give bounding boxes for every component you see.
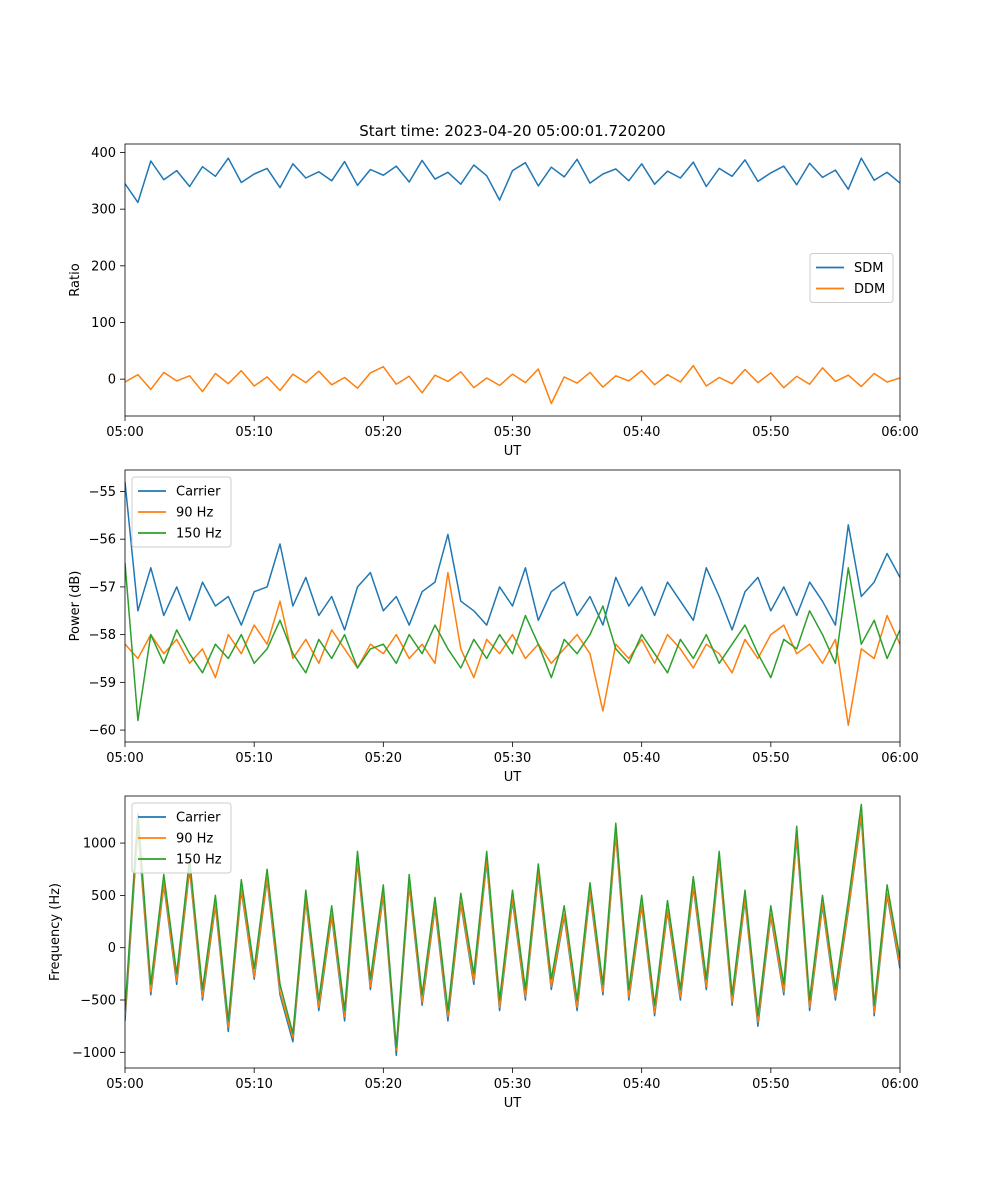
- series-line-carrier: [125, 481, 900, 631]
- x-tick-label: 05:40: [623, 751, 660, 766]
- y-tick-label: −60: [89, 724, 116, 739]
- x-tick-label: 05:10: [235, 1077, 272, 1092]
- x-tick-label: 05:50: [752, 1077, 789, 1092]
- y-tick-label: 0: [108, 941, 116, 956]
- legend-label: 90 Hz: [176, 506, 213, 521]
- x-tick-label: 05:20: [365, 1077, 402, 1092]
- x-tick-label: 06:00: [881, 751, 918, 766]
- y-tick-label: 500: [91, 889, 116, 904]
- x-tick-label: 05:00: [106, 1077, 143, 1092]
- legend-label: DDM: [854, 282, 885, 297]
- y-tick-label: −1000: [72, 1046, 116, 1061]
- y-axis-label: Power (dB): [68, 571, 83, 642]
- legend-label: 150 Hz: [176, 527, 222, 542]
- x-axis-label: UT: [504, 770, 522, 785]
- legend-label: 150 Hz: [176, 853, 222, 868]
- x-tick-label: 05:30: [494, 1077, 531, 1092]
- legend: Carrier 90 Hz 150 Hz: [131, 802, 232, 874]
- legend-box: [809, 253, 894, 303]
- x-tick-label: 05:10: [235, 751, 272, 766]
- series-line-90-hz: [125, 814, 900, 1051]
- x-tick-label: 05:40: [623, 425, 660, 440]
- x-tick-label: 05:30: [494, 751, 531, 766]
- y-tick-label: 1000: [83, 837, 116, 852]
- legend: Carrier 90 Hz 150 Hz: [131, 476, 232, 548]
- x-tick-label: 05:00: [106, 425, 143, 440]
- legend-label: Carrier: [176, 811, 221, 826]
- legend-box: [131, 476, 232, 548]
- legend-label: SDM: [854, 261, 883, 276]
- series-line-ddm: [125, 364, 900, 405]
- x-tick-label: 05:40: [623, 1077, 660, 1092]
- legend: SDM DDM: [809, 253, 894, 303]
- y-tick-label: −58: [89, 628, 116, 643]
- legend-label: 90 Hz: [176, 832, 213, 847]
- x-axis-label: UT: [504, 444, 522, 459]
- y-tick-label: 0: [108, 373, 116, 388]
- legend-box: [131, 802, 232, 874]
- x-tick-label: 06:00: [881, 1077, 918, 1092]
- legend-label: Carrier: [176, 485, 221, 500]
- frequency-panel: 05:00 05:10 05:20 05:30 05:40 05:50 06:00 1000 5…: [48, 795, 919, 1111]
- x-tick-label: 05:10: [235, 425, 272, 440]
- x-tick-label: 05:50: [752, 425, 789, 440]
- x-tick-label: 05:20: [365, 425, 402, 440]
- x-tick-label: 05:20: [365, 751, 402, 766]
- x-tick-label: 06:00: [881, 425, 918, 440]
- series-line-sdm: [125, 157, 900, 204]
- power-panel: 05:00 05:10 05:20 05:30 05:40 05:50 06:00 −55 −5…: [68, 469, 919, 785]
- y-tick-label: 300: [91, 203, 116, 218]
- x-tick-label: 05:30: [494, 425, 531, 440]
- y-tick-label: 100: [91, 316, 116, 331]
- ratio-panel: 05:00 05:10 05:20 05:30 05:40 05:50 06:00 0 100 2…: [68, 143, 919, 459]
- y-tick-label: −59: [89, 676, 116, 691]
- y-tick-label: −55: [89, 485, 116, 500]
- y-tick-label: 400: [91, 146, 116, 161]
- x-axis-label: UT: [504, 1096, 522, 1111]
- y-tick-label: −56: [89, 533, 116, 548]
- series-line-90-hz: [125, 571, 900, 727]
- y-tick-label: −57: [89, 580, 116, 595]
- y-tick-label: −500: [80, 994, 116, 1009]
- x-tick-label: 05:50: [752, 751, 789, 766]
- y-tick-label: 200: [91, 259, 116, 274]
- series-line-150-hz: [125, 563, 900, 722]
- y-axis-label: Frequency (Hz): [48, 883, 63, 981]
- chart-title: Start time: 2023-04-20 05:00:01.720200: [359, 122, 665, 140]
- series-line-150-hz: [125, 803, 900, 1048]
- y-axis-label: Ratio: [68, 263, 83, 296]
- x-tick-label: 05:00: [106, 751, 143, 766]
